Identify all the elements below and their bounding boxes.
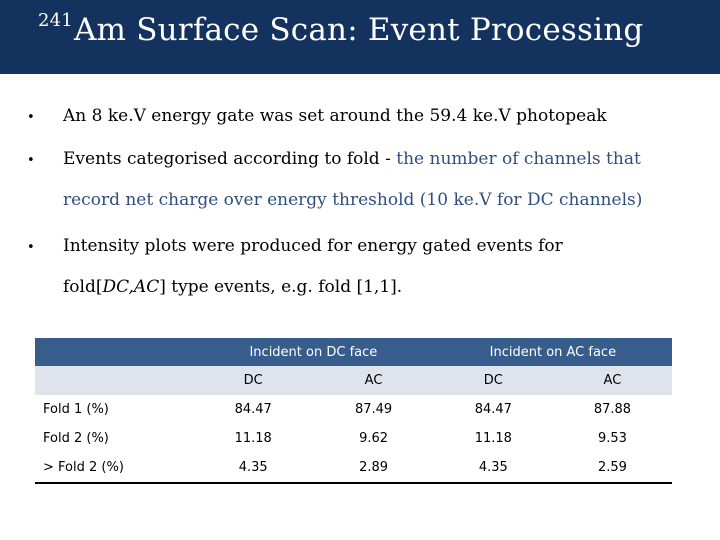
title-text: Am Surface Scan: Event Processing <box>73 12 644 48</box>
bullet-3-line-1: Intensity plots were produced for energy… <box>63 236 563 256</box>
title-bar: 241Am Surface Scan: Event Processing <box>0 0 720 74</box>
bullet-3-text-b: ] type events, e.g. fold [1,1]. <box>159 277 403 297</box>
table-cell: 84.47 <box>234 402 272 417</box>
row-label: Fold 1 (%) <box>43 402 109 417</box>
bullet-2-text-b: the number of channels that <box>396 149 641 169</box>
table-cell: 11.18 <box>234 431 272 446</box>
title-superscript: 241 <box>38 10 73 31</box>
header-incident-dc: Incident on DC face <box>193 338 434 366</box>
bullet-3-line-2: fold[DC,AC] type events, e.g. fold [1,1]… <box>63 277 402 297</box>
table-cell: 11.18 <box>474 431 512 446</box>
bullet-2-text-a: Events categorised according to fold - <box>63 149 397 169</box>
bullet-marker: • <box>27 110 35 125</box>
fold-table-container: Incident on DC face Incident on AC face … <box>35 338 672 484</box>
table-cell: 84.47 <box>474 402 512 417</box>
bullet-marker: • <box>27 153 35 168</box>
row-label: > Fold 2 (%) <box>35 453 193 484</box>
bullet-1-text: An 8 ke.V energy gate was set around the… <box>63 106 607 126</box>
table-sub-header-row: DC AC DC AC <box>35 366 672 395</box>
header-incident-ac: Incident on AC face <box>433 338 672 366</box>
subheader-dc-1: DC <box>193 366 314 395</box>
table-group-header-row: Incident on DC face Incident on AC face <box>35 338 672 366</box>
subheader-ac-2: AC <box>552 366 672 395</box>
slide-title: 241Am Surface Scan: Event Processing <box>38 10 644 48</box>
table-cell: 87.88 <box>593 402 632 417</box>
bullet-2-line-2: record net charge over energy threshold … <box>63 190 643 210</box>
table-row: > Fold 2 (%) 4.35 2.89 4.35 2.59 <box>35 453 672 484</box>
table-cell: 87.49 <box>354 402 393 417</box>
subheader-ac-1: AC <box>313 366 434 395</box>
table-cell: 9.53 <box>597 431 627 446</box>
table-subheader-empty <box>35 366 193 395</box>
bullet-2-line-1: Events categorised according to fold - t… <box>63 149 641 169</box>
bullet-marker: • <box>27 240 35 255</box>
bullet-3-text-a: fold[ <box>63 277 103 297</box>
table-row: Fold 1 (%) 84.47 87.49 84.47 87.88 <box>35 395 672 424</box>
table-cell: 9.62 <box>359 431 389 446</box>
table-header-empty <box>35 338 193 366</box>
table-row: Fold 2 (%) 11.18 9.62 11.18 9.53 <box>35 424 672 453</box>
table-cell: 4.35 <box>433 453 553 484</box>
subheader-dc-2: DC <box>433 366 553 395</box>
table-cell: 2.89 <box>313 453 434 484</box>
table-cell: 2.59 <box>552 453 672 484</box>
table-cell: 4.35 <box>193 453 314 484</box>
fold-table: Incident on DC face Incident on AC face … <box>35 338 672 484</box>
bullet-3-text-italic: DC,AC <box>102 277 160 297</box>
row-label: Fold 2 (%) <box>43 431 109 446</box>
